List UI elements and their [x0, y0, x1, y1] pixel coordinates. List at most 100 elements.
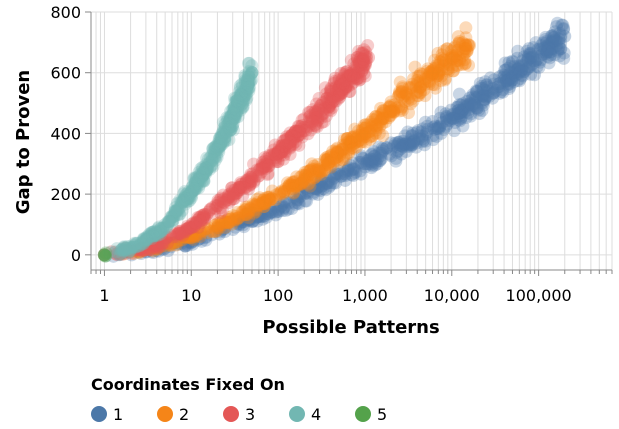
data-point [405, 138, 419, 152]
data-point [282, 179, 296, 193]
data-point [137, 233, 151, 247]
data-point [387, 104, 401, 118]
data-point [364, 115, 378, 129]
data-point [185, 227, 199, 241]
data-point [188, 230, 202, 244]
data-point [354, 128, 368, 142]
data-point [393, 75, 407, 89]
data-point [302, 167, 316, 181]
data-point [149, 227, 163, 241]
data-point [111, 246, 125, 260]
data-point [422, 74, 436, 88]
data-point [382, 100, 396, 114]
data-point [439, 111, 453, 125]
data-point [222, 133, 236, 147]
data-point [218, 126, 232, 140]
data-point [357, 118, 371, 132]
data-point [183, 229, 197, 243]
data-point [243, 210, 257, 224]
data-point [344, 68, 358, 82]
data-point [113, 247, 127, 261]
data-point [151, 225, 165, 239]
data-point [454, 98, 468, 112]
data-point [352, 134, 366, 148]
data-point [503, 80, 517, 94]
data-point [217, 195, 231, 209]
data-point [285, 202, 299, 216]
data-point [258, 157, 272, 171]
data-point [221, 215, 235, 229]
data-point [304, 115, 318, 129]
data-point [438, 73, 452, 87]
grid-lines [90, 11, 613, 270]
data-point [174, 224, 188, 238]
data-point [170, 202, 184, 216]
data-point [236, 205, 250, 219]
data-point [240, 208, 254, 222]
data-point [288, 130, 302, 144]
data-point [355, 57, 369, 71]
data-point [478, 92, 492, 106]
data-point [253, 207, 267, 221]
data-point [448, 49, 462, 63]
data-point [366, 153, 380, 167]
data-point [324, 104, 338, 118]
data-point [191, 213, 205, 227]
data-point [187, 183, 201, 197]
data-point [429, 122, 443, 136]
data-point [271, 204, 285, 218]
data-point [395, 103, 409, 117]
data-point [113, 248, 127, 262]
data-point [137, 232, 151, 246]
data-point [179, 231, 193, 245]
data-point [139, 232, 153, 246]
data-point [128, 236, 142, 250]
data-point [148, 225, 162, 239]
data-point [177, 194, 191, 208]
data-point [238, 70, 252, 84]
data-point [236, 100, 250, 114]
data-point [128, 238, 142, 252]
data-point [283, 141, 297, 155]
data-point [390, 145, 404, 159]
data-point [404, 81, 418, 95]
data-point [226, 192, 240, 206]
data-point [305, 111, 319, 125]
data-point [239, 81, 253, 95]
data-point [200, 208, 214, 222]
data-point [416, 135, 430, 149]
data-point [464, 97, 478, 111]
data-point [179, 194, 193, 208]
data-point [313, 99, 327, 113]
data-point [499, 74, 513, 88]
data-point [336, 78, 350, 92]
data-point [188, 178, 202, 192]
data-point [546, 42, 560, 56]
data-point [160, 230, 174, 244]
data-point [226, 187, 240, 201]
data-point [162, 214, 176, 228]
data-point [224, 123, 238, 137]
data-point [154, 222, 168, 236]
data-point [161, 215, 175, 229]
data-point [109, 245, 123, 259]
data-point [326, 151, 340, 165]
data-point [231, 95, 245, 109]
data-point [463, 38, 477, 52]
data-point [243, 175, 257, 189]
data-point [322, 155, 336, 169]
data-point [451, 106, 465, 120]
data-point [175, 204, 189, 218]
data-point [252, 163, 266, 177]
data-point [245, 65, 259, 79]
data-point [166, 213, 180, 227]
data-point [400, 139, 414, 153]
data-point [241, 176, 255, 190]
data-point [412, 69, 426, 83]
data-point [312, 103, 326, 117]
data-point [97, 248, 111, 262]
data-point [259, 194, 273, 208]
data-point [236, 215, 250, 229]
data-point [222, 121, 236, 135]
data-point [287, 186, 301, 200]
